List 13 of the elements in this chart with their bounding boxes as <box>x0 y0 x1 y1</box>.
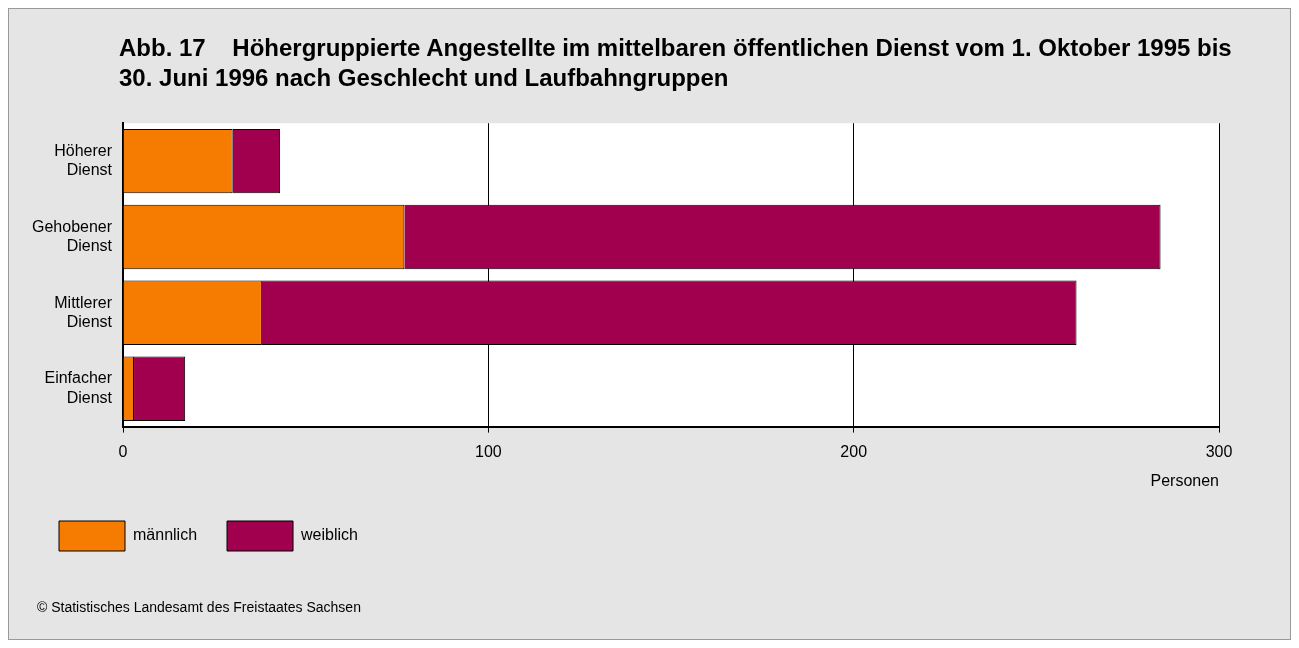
x-axis-title: Personen <box>1150 471 1219 489</box>
y-tick-label: Gehobener Dienst <box>32 217 113 254</box>
legend-label: weiblich <box>300 526 358 544</box>
x-tick-label: 200 <box>840 442 868 460</box>
text: © Statistisches Landesamt des Freistaates Sachsen <box>37 599 361 615</box>
x-tick-label: 0 <box>118 442 128 460</box>
x-tick-label: 100 <box>475 442 502 460</box>
chart-title: Abb. 17 Höhergruppierte Angestellte im mittelbaren öffentlichen Dienst vom 1. Oktober 1995 bis 30. Juni 1996 nach Geschlecht und Laufbahngruppen <box>118 33 1233 93</box>
x-tick-label: 300 <box>1205 442 1233 460</box>
y-tick-label: Höherer Dienst <box>54 141 113 179</box>
y-tick-label: Mittlerer Dienst <box>54 293 113 330</box>
y-tick-label: Einfacher Dienst <box>44 369 113 406</box>
legend-label: männlich <box>133 526 198 544</box>
